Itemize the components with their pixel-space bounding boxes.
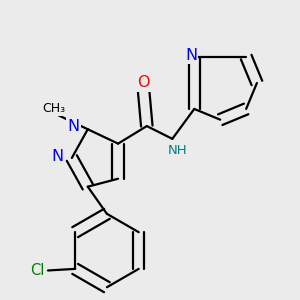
Text: CH₃: CH₃ <box>43 102 66 115</box>
Text: N: N <box>52 149 64 164</box>
Text: Cl: Cl <box>30 263 45 278</box>
Text: N: N <box>68 118 80 134</box>
Text: O: O <box>137 76 150 91</box>
Text: NH: NH <box>167 143 187 157</box>
Text: N: N <box>185 48 197 63</box>
